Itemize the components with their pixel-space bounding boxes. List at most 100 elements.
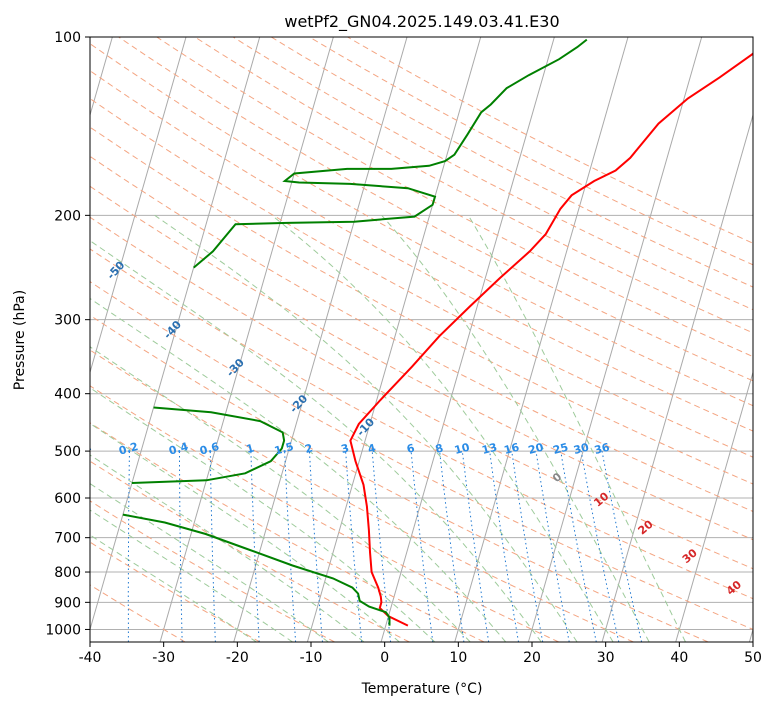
mixing-ratio-line — [127, 451, 130, 642]
dry-adiabat-line — [90, 126, 753, 485]
mixing-ratio-label: 4 — [366, 441, 377, 456]
x-tick-label: 20 — [523, 650, 541, 666]
dry-adiabat-line — [90, 422, 485, 642]
mixing-ratio-line — [511, 451, 544, 642]
dry-adiabat-line — [90, 541, 261, 642]
mixing-ratio-label: 13 — [480, 441, 498, 458]
y-tick-label: 300 — [54, 313, 81, 329]
profile-line-3 — [193, 38, 588, 269]
isotherm-label: -70 — [0, 159, 9, 183]
isotherm-line — [527, 37, 703, 642]
moist-adiabat-label: 20 — [636, 517, 656, 537]
mixing-ratio-label: 25 — [552, 441, 570, 458]
plot-frame — [89, 36, 754, 643]
moist-adiabat-line — [467, 215, 686, 642]
x-tick-label: 50 — [744, 650, 762, 666]
x-tick-label: -30 — [152, 650, 175, 666]
mixing-ratio-label: 1.5 — [273, 440, 295, 458]
moist-adiabat-line — [90, 387, 436, 642]
moist-adiabat-line — [90, 346, 471, 642]
mixing-ratio-line — [410, 451, 434, 642]
dry-adiabat-line — [90, 155, 753, 513]
dry-adiabat-line — [90, 97, 753, 458]
mixing-ratio-label: 30 — [572, 440, 590, 457]
isotherm-line — [601, 113, 753, 642]
moist-adiabat-label: 40 — [724, 578, 744, 598]
moist-adiabat-line — [154, 214, 578, 642]
isotherm-line — [380, 37, 555, 642]
isotherm-label: -30 — [224, 356, 247, 380]
x-tick-label: 30 — [597, 650, 615, 666]
isotherm-line — [159, 37, 334, 642]
dry-adiabat-line — [90, 248, 753, 600]
profile-line-1 — [122, 513, 391, 626]
isotherm-label: -10 — [354, 415, 377, 439]
dry-adiabat-line — [90, 281, 753, 630]
mixing-ratio-label: 3 — [340, 442, 351, 457]
mixing-ratio-label: 8 — [434, 442, 445, 457]
y-tick-label: 800 — [54, 565, 81, 581]
mixing-ratio-label: 10 — [453, 440, 471, 457]
y-tick-label: 400 — [54, 387, 81, 403]
dry-adiabat-line — [309, 37, 753, 266]
isotherm-line — [454, 37, 629, 642]
x-tick-label: 40 — [670, 650, 688, 666]
dry-adiabat-line — [270, 37, 753, 288]
mixing-ratio-line — [371, 451, 392, 642]
mixing-ratio-label: 20 — [527, 440, 545, 457]
isotherm-line — [233, 37, 408, 642]
x-axis-label: Temperature (°C) — [361, 681, 483, 697]
dry-adiabat-line — [347, 37, 753, 244]
mixing-ratio-label: 1 — [245, 442, 256, 457]
moist-adiabat-line — [90, 297, 507, 642]
mixing-ratio-line — [535, 451, 570, 642]
mixing-ratio-line — [560, 451, 597, 642]
mixing-ratio-line — [179, 451, 183, 642]
dry-adiabat-line — [90, 385, 559, 642]
mixing-ratio-line — [489, 451, 519, 642]
y-tick-label: 100 — [54, 30, 81, 46]
mixing-ratio-line — [345, 451, 363, 642]
dry-adiabat-line — [90, 460, 410, 642]
x-axis: -40 -30 -20 -10 0 10 20 30 40 50 — [79, 642, 762, 666]
x-tick-label: -20 — [226, 650, 249, 666]
mixing-ratio-label: 0.1 — [70, 440, 92, 458]
mixing-ratio-label: 0.2 — [117, 440, 139, 458]
mixing-ratio-line — [439, 451, 465, 642]
mixing-ratio-line — [461, 451, 490, 642]
isotherm-line — [90, 37, 261, 632]
mixing-ratio-label: 16 — [503, 440, 521, 457]
x-tick-label: 10 — [449, 650, 467, 666]
moist-adiabat-line — [381, 214, 650, 642]
mixing-ratio-label: 0.6 — [198, 440, 221, 458]
isotherm-label: -20 — [287, 392, 310, 416]
moist-adiabat-line — [90, 240, 542, 642]
profile-line-0 — [349, 52, 753, 627]
dry-adiabat-line — [90, 185, 753, 541]
y-tick-label: 200 — [54, 208, 81, 224]
moist-adiabat-line — [271, 214, 614, 642]
moist-adiabat-label: 10 — [591, 489, 611, 509]
moist-adiabat-label: 30 — [680, 546, 700, 566]
dry-adiabat-line — [156, 37, 753, 358]
moist-adiabat-line — [90, 509, 293, 642]
chart-series — [122, 38, 753, 627]
profile-line-2 — [131, 406, 286, 484]
mixing-ratio-label: 6 — [405, 441, 416, 456]
y-tick-label: 900 — [54, 595, 81, 611]
mixing-ratio-line — [601, 451, 643, 642]
isotherm-line — [675, 370, 753, 642]
mixing-ratio-line — [250, 451, 260, 642]
mixing-ratio-line — [209, 451, 216, 642]
x-tick-label: -40 — [79, 650, 102, 666]
y-axis: 100 200 300 400 500 600 700 800 900 1000 — [45, 30, 90, 638]
mixing-ratio-label: 36 — [593, 440, 611, 457]
mixing-ratio-line — [284, 451, 297, 642]
x-tick-label: 0 — [380, 650, 389, 666]
dry-adiabat-line — [90, 349, 634, 642]
x-tick-label: -10 — [300, 650, 323, 666]
dry-adiabat-line — [90, 314, 709, 642]
dry-adiabat-line — [194, 37, 753, 334]
y-tick-label: 700 — [54, 531, 81, 547]
